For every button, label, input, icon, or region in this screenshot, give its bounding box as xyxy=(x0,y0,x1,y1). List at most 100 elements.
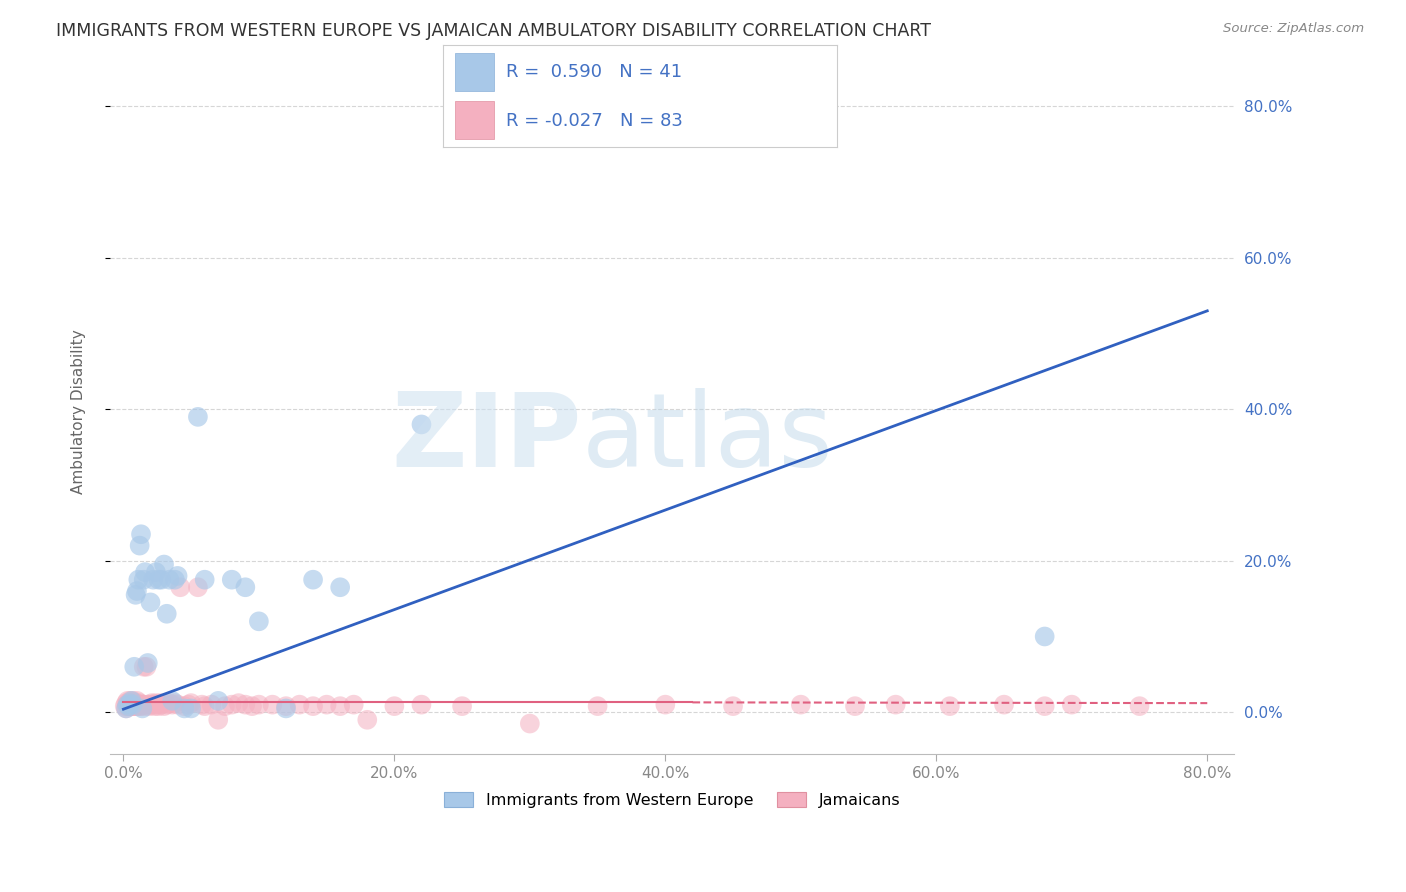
Point xyxy=(221,573,243,587)
Point xyxy=(153,558,176,572)
Point xyxy=(194,699,217,714)
Point xyxy=(776,129,799,144)
Point xyxy=(129,699,152,714)
Point xyxy=(173,701,195,715)
Point xyxy=(115,696,138,710)
Text: ZIP: ZIP xyxy=(392,388,582,489)
Point xyxy=(114,699,136,714)
Point xyxy=(148,699,170,714)
Point xyxy=(134,565,156,579)
Point xyxy=(329,580,352,594)
Point xyxy=(159,573,181,587)
Point xyxy=(118,696,141,710)
Point xyxy=(142,573,165,587)
Point xyxy=(127,573,149,587)
Point xyxy=(120,696,142,710)
Point xyxy=(329,699,352,714)
Point xyxy=(136,656,159,670)
Point xyxy=(153,699,176,714)
Point xyxy=(117,699,139,714)
Point xyxy=(150,573,173,587)
Point xyxy=(121,694,143,708)
Point xyxy=(884,698,907,712)
Point xyxy=(247,615,270,629)
Point xyxy=(844,699,866,714)
Point xyxy=(194,573,217,587)
Point xyxy=(315,698,337,712)
Point xyxy=(134,699,156,714)
Point xyxy=(127,698,149,712)
Point xyxy=(274,701,297,715)
Point xyxy=(187,580,209,594)
Point xyxy=(163,573,186,587)
Point xyxy=(115,701,138,715)
Point xyxy=(136,698,159,712)
Point xyxy=(451,699,474,714)
Point xyxy=(180,696,202,710)
Point xyxy=(145,565,167,579)
Point xyxy=(1060,698,1083,712)
Point xyxy=(118,699,141,714)
Point xyxy=(132,698,155,712)
Point xyxy=(115,701,138,715)
Point xyxy=(233,580,256,594)
Point xyxy=(586,699,609,714)
Legend: Immigrants from Western Europe, Jamaicans: Immigrants from Western Europe, Jamaican… xyxy=(437,786,907,814)
Point xyxy=(382,699,405,714)
Point xyxy=(125,694,148,708)
Point xyxy=(169,580,191,594)
FancyBboxPatch shape xyxy=(454,101,494,139)
Point xyxy=(117,694,139,708)
Text: R =  0.590   N = 41: R = 0.590 N = 41 xyxy=(506,63,682,81)
Point xyxy=(200,698,222,712)
Point xyxy=(166,698,188,712)
Point xyxy=(411,698,433,712)
Point xyxy=(120,699,142,714)
Point xyxy=(160,698,183,712)
Point xyxy=(122,699,145,714)
Point xyxy=(132,573,155,587)
Point xyxy=(156,607,179,621)
Point xyxy=(122,694,145,708)
Point xyxy=(124,699,146,714)
Point xyxy=(191,698,214,712)
Point xyxy=(1033,630,1056,644)
FancyBboxPatch shape xyxy=(454,53,494,91)
Point xyxy=(125,584,148,599)
Point xyxy=(207,694,229,708)
Point xyxy=(302,699,325,714)
Y-axis label: Ambulatory Disability: Ambulatory Disability xyxy=(72,329,86,493)
Point xyxy=(121,699,143,714)
Point xyxy=(143,699,166,714)
Point xyxy=(120,694,142,708)
Point xyxy=(233,698,256,712)
Point xyxy=(411,417,433,432)
Point xyxy=(141,696,163,710)
Point xyxy=(124,696,146,710)
Point xyxy=(721,699,744,714)
Point xyxy=(159,696,181,710)
Point xyxy=(207,713,229,727)
Point xyxy=(187,409,209,424)
Point xyxy=(125,699,148,714)
Point xyxy=(156,698,179,712)
Point xyxy=(214,699,236,714)
Point xyxy=(262,698,284,712)
Point xyxy=(122,698,145,712)
Point xyxy=(149,696,172,710)
Point xyxy=(790,698,813,712)
Point xyxy=(247,698,270,712)
Point xyxy=(274,699,297,714)
Point xyxy=(146,698,169,712)
Point xyxy=(180,701,202,715)
Point xyxy=(1033,699,1056,714)
Point xyxy=(221,698,243,712)
Point xyxy=(228,696,250,710)
Point xyxy=(139,595,162,609)
Point xyxy=(128,696,150,710)
Point xyxy=(302,573,325,587)
Text: R = -0.027   N = 83: R = -0.027 N = 83 xyxy=(506,112,683,129)
Point xyxy=(177,698,200,712)
Point xyxy=(122,699,145,714)
Point xyxy=(138,699,160,714)
